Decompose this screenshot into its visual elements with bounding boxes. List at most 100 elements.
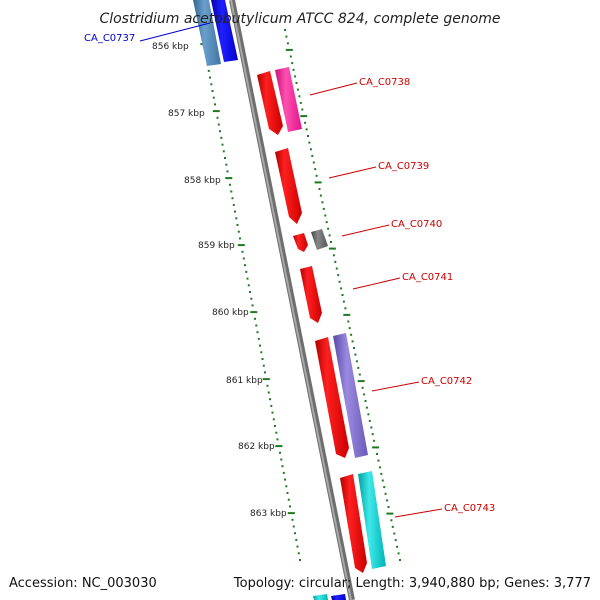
- scale-dot: [318, 188, 321, 190]
- scale-major-tick: [328, 247, 336, 250]
- scale-dot: [291, 62, 294, 65]
- scale-dot: [378, 466, 381, 469]
- scale-dot: [354, 353, 357, 356]
- scale-dot: [396, 545, 399, 548]
- scale-dot: [368, 419, 371, 422]
- gene-label-ca-c0743[interactable]: CA_C0743: [444, 503, 495, 514]
- scale-dot: [325, 221, 328, 224]
- scale-dot: [275, 431, 278, 434]
- scale-dot: [246, 277, 249, 280]
- scale-dot: [380, 472, 383, 475]
- tick-label-863: 863 kbp: [250, 509, 287, 519]
- scale-dot: [212, 96, 215, 99]
- feature-pink-0738[interactable]: [275, 67, 302, 132]
- scale-dot: [355, 360, 358, 363]
- scale-dot: [347, 320, 350, 323]
- scale-dot: [214, 103, 216, 106]
- tick-label-857: 857 kbp: [168, 109, 205, 119]
- scale-dot: [334, 260, 337, 263]
- scale-dot: [295, 538, 298, 541]
- feature-blue-bottom[interactable]: [331, 594, 346, 600]
- feature-cyan-bottom[interactable]: [313, 594, 328, 600]
- scale-dot: [221, 143, 224, 146]
- scale-dot: [279, 451, 281, 454]
- scale-dot: [242, 257, 245, 260]
- scale-dot: [377, 459, 380, 462]
- scale-dot: [281, 465, 284, 468]
- cds-ca-c0739[interactable]: [275, 148, 302, 224]
- scale-dot: [330, 241, 332, 243]
- scale-major-tick: [343, 313, 351, 316]
- scale-dot: [291, 518, 294, 521]
- scale-major-tick: [250, 311, 258, 314]
- scale-dot: [348, 327, 351, 330]
- feature-steel-856[interactable]: [193, 0, 221, 66]
- scale-dot: [225, 163, 228, 166]
- cds-ca-c0740[interactable]: [293, 233, 308, 252]
- gene-label-ca-c0738[interactable]: CA_C0738: [359, 77, 410, 88]
- scale-dot: [292, 68, 295, 71]
- cds-ca-c0738[interactable]: [257, 71, 283, 135]
- scale-dot: [256, 331, 259, 334]
- scale-track-right: [284, 29, 401, 561]
- gene-label-ca-c0739[interactable]: CA_C0739: [378, 161, 429, 172]
- scale-dot: [308, 141, 311, 144]
- cds-ca-c0741[interactable]: [300, 266, 322, 323]
- gene-label-ca-c0740[interactable]: CA_C0740: [391, 219, 442, 230]
- leader-ca-c0740: [341, 224, 390, 237]
- scale-dot: [314, 168, 317, 171]
- feature-gray-0740[interactable]: [311, 229, 328, 250]
- gene-label-ca-c0741[interactable]: CA_C0741: [402, 272, 453, 283]
- cds-ca-c0743[interactable]: [340, 474, 367, 573]
- scale-dot: [357, 366, 360, 369]
- gene-label-ca-c0742[interactable]: CA_C0742: [421, 376, 472, 387]
- gene-label-ca-c0737[interactable]: CA_C0737: [84, 33, 135, 44]
- feature-blue-856[interactable]: [211, 0, 238, 62]
- scale-dot: [390, 519, 393, 522]
- scale-dot: [367, 413, 370, 416]
- scale-dot: [280, 458, 283, 461]
- feature-cyan-0743[interactable]: [358, 471, 386, 569]
- scale-dot: [322, 207, 325, 210]
- scale-dot: [267, 391, 270, 394]
- scale-dot: [234, 210, 236, 213]
- scale-dot: [296, 88, 299, 91]
- scale-track-left: [199, 23, 301, 561]
- scale-dot: [351, 340, 354, 343]
- scale-dot: [383, 486, 386, 489]
- scale-dot: [285, 485, 288, 488]
- scale-dot: [370, 426, 373, 429]
- scale-dot: [257, 337, 260, 340]
- scale-dot: [285, 35, 288, 38]
- scale-major-tick: [287, 512, 295, 515]
- scale-dot: [245, 270, 248, 273]
- scale-dot: [236, 224, 239, 226]
- scale-major-tick: [275, 445, 283, 448]
- scale-major-tick: [212, 110, 220, 113]
- scale-dot: [328, 234, 331, 237]
- scale-dot: [289, 55, 292, 58]
- scale-dot: [239, 237, 241, 240]
- scale-dot: [232, 203, 235, 206]
- scale-dot: [211, 90, 214, 92]
- map-title: Clostridium acetobutylicum ATCC 824, com…: [99, 11, 500, 27]
- scale-dot: [332, 254, 335, 257]
- scale-dot: [399, 559, 401, 561]
- cds-ca-c0742[interactable]: [315, 337, 349, 458]
- scale-dot: [319, 194, 322, 197]
- scale-dot: [327, 227, 330, 230]
- scale-dot: [307, 135, 309, 137]
- scale-dot: [255, 324, 258, 327]
- scale-dot: [292, 525, 295, 528]
- scale-dot: [235, 217, 238, 220]
- feature-purple-0742[interactable]: [333, 333, 368, 458]
- scale-dot: [284, 29, 286, 31]
- scale-dot: [315, 174, 318, 177]
- scale-dot: [305, 128, 308, 131]
- topology-text: Topology: circular; Length: 3,940,880 bp…: [233, 576, 591, 591]
- scale-dot: [269, 398, 271, 401]
- scale-dot: [371, 433, 374, 436]
- scale-dot: [338, 280, 341, 283]
- scale-major-tick: [372, 446, 380, 449]
